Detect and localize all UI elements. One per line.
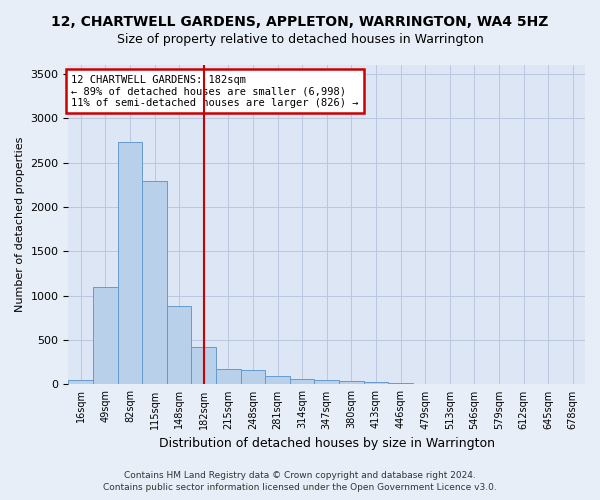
X-axis label: Distribution of detached houses by size in Warrington: Distribution of detached houses by size … [159, 437, 495, 450]
Bar [191, 347, 216, 385]
Bar [216, 370, 241, 384]
Y-axis label: Number of detached properties: Number of detached properties [15, 137, 25, 312]
Bar [388, 382, 413, 384]
Text: Contains HM Land Registry data © Crown copyright and database right 2024.
Contai: Contains HM Land Registry data © Crown c… [103, 471, 497, 492]
Text: 12 CHARTWELL GARDENS: 182sqm
← 89% of detached houses are smaller (6,998)
11% of: 12 CHARTWELL GARDENS: 182sqm ← 89% of de… [71, 74, 358, 108]
Bar [265, 376, 290, 384]
Bar [167, 306, 191, 384]
Bar [290, 379, 314, 384]
Bar [241, 370, 265, 384]
Bar [118, 142, 142, 384]
Bar [142, 181, 167, 384]
Text: 12, CHARTWELL GARDENS, APPLETON, WARRINGTON, WA4 5HZ: 12, CHARTWELL GARDENS, APPLETON, WARRING… [52, 15, 548, 29]
Text: Size of property relative to detached houses in Warrington: Size of property relative to detached ho… [116, 32, 484, 46]
Bar [68, 380, 93, 384]
Bar [364, 382, 388, 384]
Bar [339, 382, 364, 384]
Bar [93, 287, 118, 384]
Bar [314, 380, 339, 384]
